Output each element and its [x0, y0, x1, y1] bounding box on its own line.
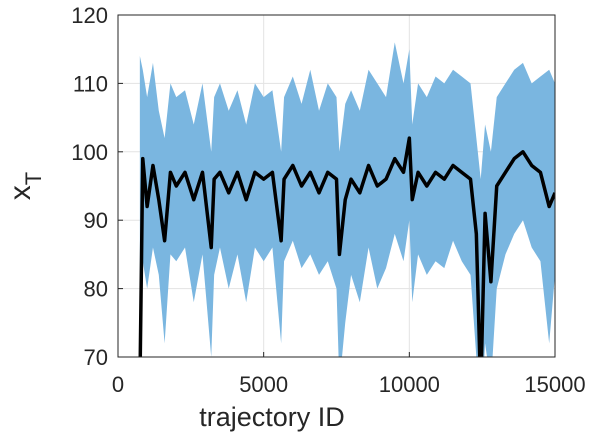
- y-tick-label: 80: [84, 277, 108, 302]
- y-axis-label: xT: [4, 172, 46, 200]
- series-line: [138, 136, 555, 357]
- y-tick-label: 120: [71, 3, 108, 28]
- x-axis-label: trajectory ID: [199, 402, 345, 432]
- confidence-band: [139, 42, 555, 357]
- x-tick-label: 15000: [524, 372, 585, 397]
- x-tick-label: 0: [112, 372, 124, 397]
- labels: 0 5000 10000 15000 70 80 90 100 110 120: [71, 3, 585, 397]
- y-axis-label-subscript: T: [21, 172, 46, 185]
- y-tick-label: 100: [71, 140, 108, 165]
- y-tick-label: 90: [84, 208, 108, 233]
- x-tick-label: 5000: [239, 372, 288, 397]
- y-tick-label: 110: [73, 71, 108, 96]
- x-tick-label: 10000: [379, 372, 440, 397]
- marks: [138, 42, 555, 357]
- y-axis-label-base: x: [4, 185, 37, 200]
- y-tick-label: 70: [84, 345, 108, 370]
- axes-box: [117, 14, 556, 358]
